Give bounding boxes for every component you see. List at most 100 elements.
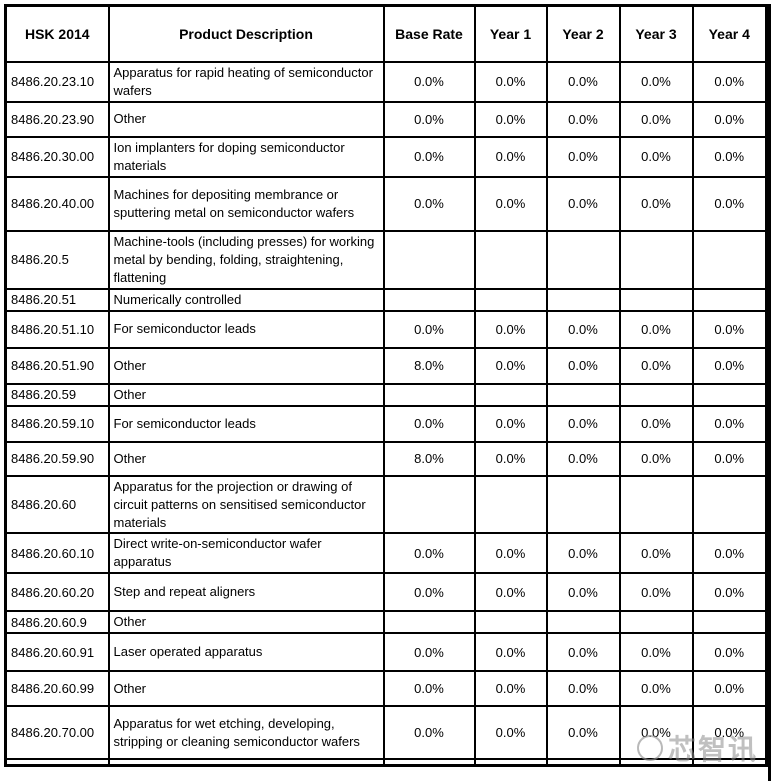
table-row: 8486.20.23.10 Apparatus for rapid heating…	[4, 61, 768, 103]
rate-cell: 0.0%	[691, 100, 768, 138]
product-description-cell: Step and repeat aligners	[107, 572, 385, 613]
rate-cell	[691, 382, 768, 407]
rate-cell	[545, 758, 621, 766]
rate-cell: 0.0%	[473, 175, 548, 232]
rate-cell	[618, 229, 694, 290]
table-row: 8486.20.70.00 Apparatus for wet etching, …	[4, 705, 768, 761]
rate-cell	[473, 474, 548, 535]
table-row: 8486.20.59.90 Other 8.0% 0.0% 0.0% 0.0% 0.0%	[4, 440, 768, 477]
rate-cell: 0.0%	[473, 440, 548, 477]
table-row: 8486.20.60.20 Step and repeat aligners 0.0…	[4, 572, 768, 613]
rate-cell	[691, 229, 768, 290]
column-header: Year 4	[691, 4, 768, 63]
column-header: Year 2	[545, 4, 621, 63]
product-description-cell: Ion implanters for doping semiconductor …	[107, 135, 385, 178]
table-row: 8486.20.60 Apparatus for the projection o…	[4, 474, 768, 535]
product-description-cell: Apparatus for wet etching, developing, s…	[107, 705, 385, 761]
rate-cell: 0.0%	[473, 670, 548, 708]
rate-cell	[473, 229, 548, 290]
rate-cell: 0.0%	[691, 440, 768, 477]
rate-cell: 0.0%	[545, 309, 621, 349]
rate-cell	[382, 474, 476, 535]
rate-cell	[382, 229, 476, 290]
rate-cell: 0.0%	[618, 175, 694, 232]
hsk-code-cell: 8486.20.60.20	[4, 572, 110, 613]
rate-cell	[545, 229, 621, 290]
table-row: 8486.20.60.91 Laser operated apparatus 0.0…	[4, 632, 768, 673]
table-row: 8486.20.60.9 Other	[4, 610, 768, 635]
rate-cell: 0.0%	[618, 632, 694, 673]
rate-cell: 0.0%	[473, 309, 548, 349]
header-row: HSK 2014 Product Description Base Rate Year…	[4, 4, 768, 63]
hsk-code-cell	[4, 758, 110, 766]
rate-cell	[691, 287, 768, 312]
rate-cell	[545, 382, 621, 407]
hsk-code-cell: 8486.20.51.10	[4, 309, 110, 349]
product-description-cell: Apparatus for rapid heating of semicondu…	[107, 61, 385, 103]
rate-cell: 0.0%	[545, 61, 621, 103]
hsk-code-cell: 8486.20.60.10	[4, 532, 110, 575]
rate-cell: 0.0%	[691, 670, 768, 708]
product-description-cell: Direct write-on-semiconductor wafer appa…	[107, 532, 385, 575]
rate-cell: 0.0%	[691, 135, 768, 178]
rate-cell: 0.0%	[545, 346, 621, 385]
table-row: 8486.20.51 Numerically controlled	[4, 287, 768, 312]
hsk-code-cell: 8486.20.23.10	[4, 61, 110, 103]
hsk-code-cell: 8486.20.60.9	[4, 610, 110, 635]
hsk-code-cell: 8486.20.59	[4, 382, 110, 407]
hsk-code-cell: 8486.20.5	[4, 229, 110, 290]
hsk-code-cell: 8486.20.30.00	[4, 135, 110, 178]
product-description-cell: For semiconductor leads	[107, 404, 385, 443]
product-description-cell: Other	[107, 440, 385, 477]
rate-cell: 0.0%	[545, 670, 621, 708]
table-row: 8486.20.59 Other	[4, 382, 768, 407]
product-description-cell: Other	[107, 610, 385, 635]
rate-cell: 0.0%	[691, 632, 768, 673]
rate-cell: 0.0%	[545, 175, 621, 232]
hsk-code-cell: 8486.20.59.90	[4, 440, 110, 477]
rate-cell: 0.0%	[691, 61, 768, 103]
hsk-code-cell: 8486.20.60	[4, 474, 110, 535]
rate-cell: 0.0%	[618, 61, 694, 103]
table-row: 8486.20.51.10 For semiconductor leads 0.0%…	[4, 309, 768, 349]
rate-cell: 0.0%	[691, 346, 768, 385]
product-description-cell: Other	[107, 382, 385, 407]
rate-cell: 0.0%	[382, 61, 476, 103]
product-description-cell: Other	[107, 346, 385, 385]
column-header: Base Rate	[382, 4, 476, 63]
rate-cell	[473, 382, 548, 407]
rate-cell: 0.0%	[545, 572, 621, 613]
rate-cell: 0.0%	[382, 632, 476, 673]
table-header: HSK 2014 Product Description Base Rate Year…	[4, 4, 768, 63]
product-description-cell: Other	[107, 670, 385, 708]
rate-cell: 0.0%	[382, 404, 476, 443]
rate-cell: 0.0%	[545, 705, 621, 761]
product-description-cell: Laser operated apparatus	[107, 632, 385, 673]
table-row: 8486.20.60.99 Other 0.0% 0.0% 0.0% 0.0% 0.0%	[4, 670, 768, 708]
product-description-cell: Numerically controlled	[107, 287, 385, 312]
rate-cell: 0.0%	[382, 670, 476, 708]
rate-cell	[691, 474, 768, 535]
rate-cell: 0.0%	[473, 572, 548, 613]
rate-cell: 0.0%	[545, 532, 621, 575]
rate-cell	[382, 758, 476, 766]
column-header: Year 3	[618, 4, 694, 63]
product-description-cell: Apparatus for the projection or drawing …	[107, 474, 385, 535]
hsk-code-cell: 8486.20.70.00	[4, 705, 110, 761]
rate-cell: 0.0%	[691, 175, 768, 232]
rate-cell	[618, 474, 694, 535]
hsk-code-cell: 8486.20.40.00	[4, 175, 110, 232]
rate-cell: 0.0%	[382, 309, 476, 349]
rate-cell: 0.0%	[618, 100, 694, 138]
rate-cell	[545, 610, 621, 635]
column-header: HSK 2014	[4, 4, 110, 63]
column-header: Product Description	[107, 4, 385, 63]
table-row: 8486.20.23.90 Other 0.0% 0.0% 0.0% 0.0% 0.0%	[4, 100, 768, 138]
rate-cell: 0.0%	[618, 346, 694, 385]
table-row: 8486.20.40.00 Machines for depositing mem…	[4, 175, 768, 232]
rate-cell	[618, 758, 694, 766]
rate-cell: 0.0%	[382, 100, 476, 138]
rate-cell	[382, 610, 476, 635]
rate-cell: 8.0%	[382, 346, 476, 385]
